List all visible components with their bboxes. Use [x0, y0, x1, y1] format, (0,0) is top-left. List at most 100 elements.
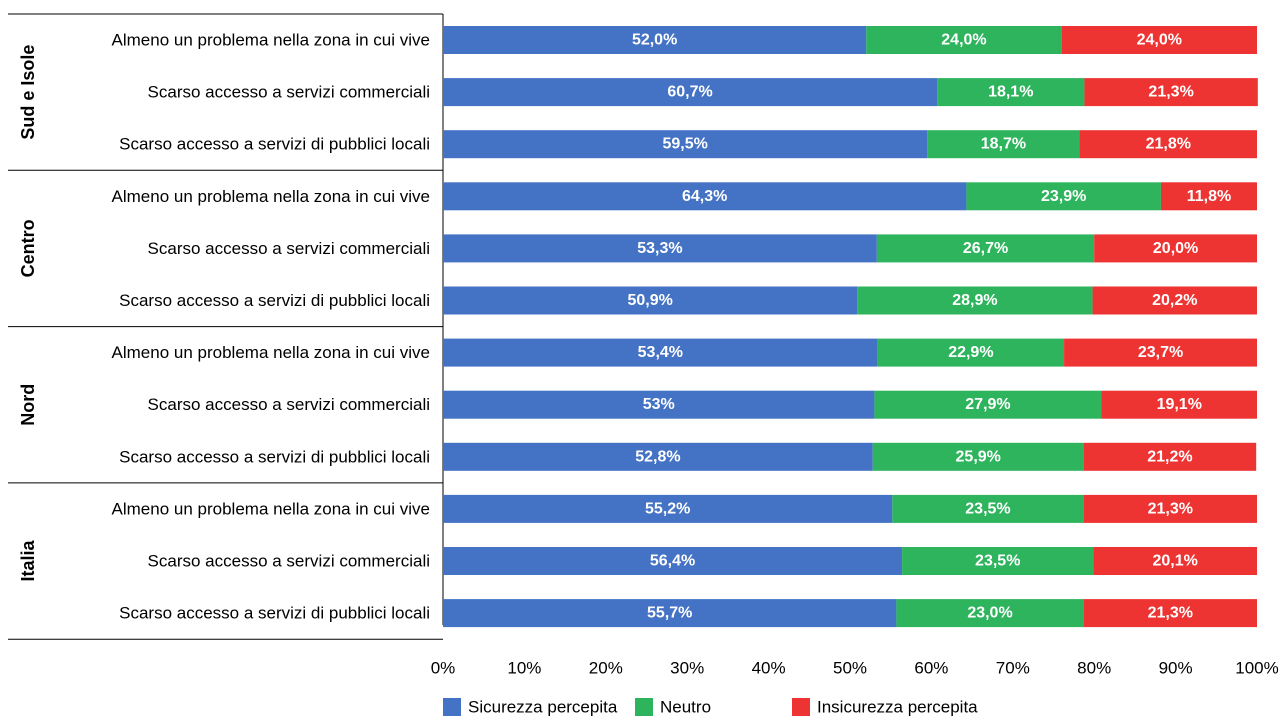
data-label: 21,3% [1148, 500, 1193, 517]
category-label: Scarso accesso a servizi di pubblici loc… [119, 604, 430, 623]
bar-segment-neutro [877, 338, 1065, 367]
data-label: 22,9% [948, 344, 993, 361]
bar-segment-sicurezza-percepita [443, 286, 858, 315]
bar-segment-insicurezza-percepita [1094, 234, 1257, 263]
data-label: 53% [643, 396, 675, 413]
data-label: 55,2% [645, 500, 690, 517]
legend-swatch [443, 698, 461, 716]
x-tick-label: 50% [833, 659, 867, 678]
data-label: 64,3% [682, 188, 727, 205]
x-tick-label: 10% [507, 659, 541, 678]
data-label: 23,7% [1138, 344, 1183, 361]
bar-segment-sicurezza-percepita [443, 130, 928, 159]
data-label: 21,8% [1146, 136, 1191, 153]
bar-segment-neutro [902, 547, 1094, 575]
legend-item: Insicurezza percepita [792, 698, 978, 717]
category-label: Almeno un problema nella zona in cui viv… [112, 31, 430, 50]
x-tick-label: 40% [752, 659, 786, 678]
bar-segment-neutro [966, 182, 1161, 211]
x-tick-label: 0% [431, 659, 456, 678]
data-label: 53,3% [637, 240, 682, 257]
data-label: 21,3% [1148, 84, 1193, 101]
data-label: 18,1% [988, 84, 1033, 101]
group-label: Centro [18, 219, 38, 277]
data-label: 60,7% [667, 84, 712, 101]
x-tick-label: 70% [996, 659, 1030, 678]
data-label: 18,7% [981, 136, 1026, 153]
legend-label: Insicurezza percepita [817, 698, 978, 717]
bar-segment-insicurezza-percepita [1064, 338, 1257, 367]
bar-segment-sicurezza-percepita [443, 390, 875, 419]
bar-segment-neutro [872, 442, 1084, 471]
data-label: 23,9% [1041, 188, 1086, 205]
legend-item: Sicurezza percepita [443, 698, 618, 717]
data-label: 23,0% [967, 605, 1012, 622]
data-label: 20,0% [1153, 240, 1198, 257]
x-tick-label: 80% [1077, 659, 1111, 678]
data-label: 28,9% [952, 292, 997, 309]
data-label: 20,1% [1153, 553, 1198, 570]
bar-segment-sicurezza-percepita [443, 182, 967, 211]
category-label: Almeno un problema nella zona in cui viv… [112, 187, 430, 206]
data-label: 26,7% [963, 240, 1008, 257]
category-label: Almeno un problema nella zona in cui viv… [112, 499, 430, 518]
data-label: 24,0% [941, 32, 986, 49]
bar-segment-neutro [937, 78, 1085, 107]
bar-segment-sicurezza-percepita [443, 338, 878, 367]
category-label: Scarso accesso a servizi di pubblici loc… [119, 447, 430, 466]
data-label: 20,2% [1152, 292, 1197, 309]
data-label: 21,3% [1148, 605, 1193, 622]
bar-segment-neutro [874, 390, 1102, 419]
category-label: Almeno un problema nella zona in cui viv… [112, 343, 430, 362]
x-tick-label: 60% [914, 659, 948, 678]
bar-segment-insicurezza-percepita [1092, 286, 1257, 315]
data-label: 25,9% [956, 448, 1001, 465]
bar-segment-neutro [876, 234, 1095, 263]
data-label: 52,0% [632, 32, 677, 49]
data-label: 50,9% [627, 292, 672, 309]
data-label: 23,5% [975, 553, 1020, 570]
data-label: 23,5% [965, 500, 1010, 517]
x-tick-label: 20% [589, 659, 623, 678]
category-label: Scarso accesso a servizi commerciali [148, 239, 430, 258]
bar-segment-insicurezza-percepita [1083, 599, 1257, 628]
category-label: Scarso accesso a servizi di pubblici loc… [119, 291, 430, 310]
data-label: 55,7% [647, 605, 692, 622]
category-label: Scarso accesso a servizi di pubblici loc… [119, 135, 430, 154]
bar-segment-insicurezza-percepita [1083, 494, 1257, 523]
bar-segment-neutro [896, 599, 1084, 628]
data-label: 21,2% [1147, 448, 1192, 465]
category-label: Scarso accesso a servizi commerciali [148, 395, 430, 414]
bar-segment-sicurezza-percepita [443, 234, 877, 263]
legend-label: Neutro [660, 698, 711, 717]
group-label: Sud e Isole [18, 45, 38, 140]
bar-segment-neutro [892, 494, 1084, 523]
data-label: 11,8% [1187, 188, 1231, 205]
bar-segment-sicurezza-percepita [443, 599, 897, 628]
bar-segment-insicurezza-percepita [1061, 26, 1257, 54]
legend-swatch [792, 698, 810, 716]
x-tick-label: 90% [1159, 659, 1193, 678]
legend-swatch [635, 698, 653, 716]
bar-segment-sicurezza-percepita [443, 494, 893, 523]
data-label: 53,4% [638, 344, 683, 361]
bar-segment-insicurezza-percepita [1079, 130, 1257, 159]
category-label: Scarso accesso a servizi commerciali [148, 552, 430, 571]
bar-segment-neutro [866, 26, 1062, 54]
data-label: 56,4% [650, 553, 695, 570]
bar-segment-insicurezza-percepita [1160, 182, 1257, 211]
legend-label: Sicurezza percepita [468, 698, 618, 717]
bar-segment-insicurezza-percepita [1083, 442, 1257, 471]
bar-segment-neutro [927, 130, 1080, 159]
bar-segment-insicurezza-percepita [1084, 78, 1258, 107]
x-tick-label: 30% [670, 659, 704, 678]
bar-segment-sicurezza-percepita [443, 442, 873, 471]
x-tick-label: 100% [1235, 659, 1278, 678]
data-label: 19,1% [1157, 396, 1202, 413]
category-label: Scarso accesso a servizi commerciali [148, 83, 430, 102]
bar-segment-neutro [857, 286, 1093, 315]
bar-segment-insicurezza-percepita [1093, 547, 1257, 575]
data-label: 59,5% [662, 136, 707, 153]
